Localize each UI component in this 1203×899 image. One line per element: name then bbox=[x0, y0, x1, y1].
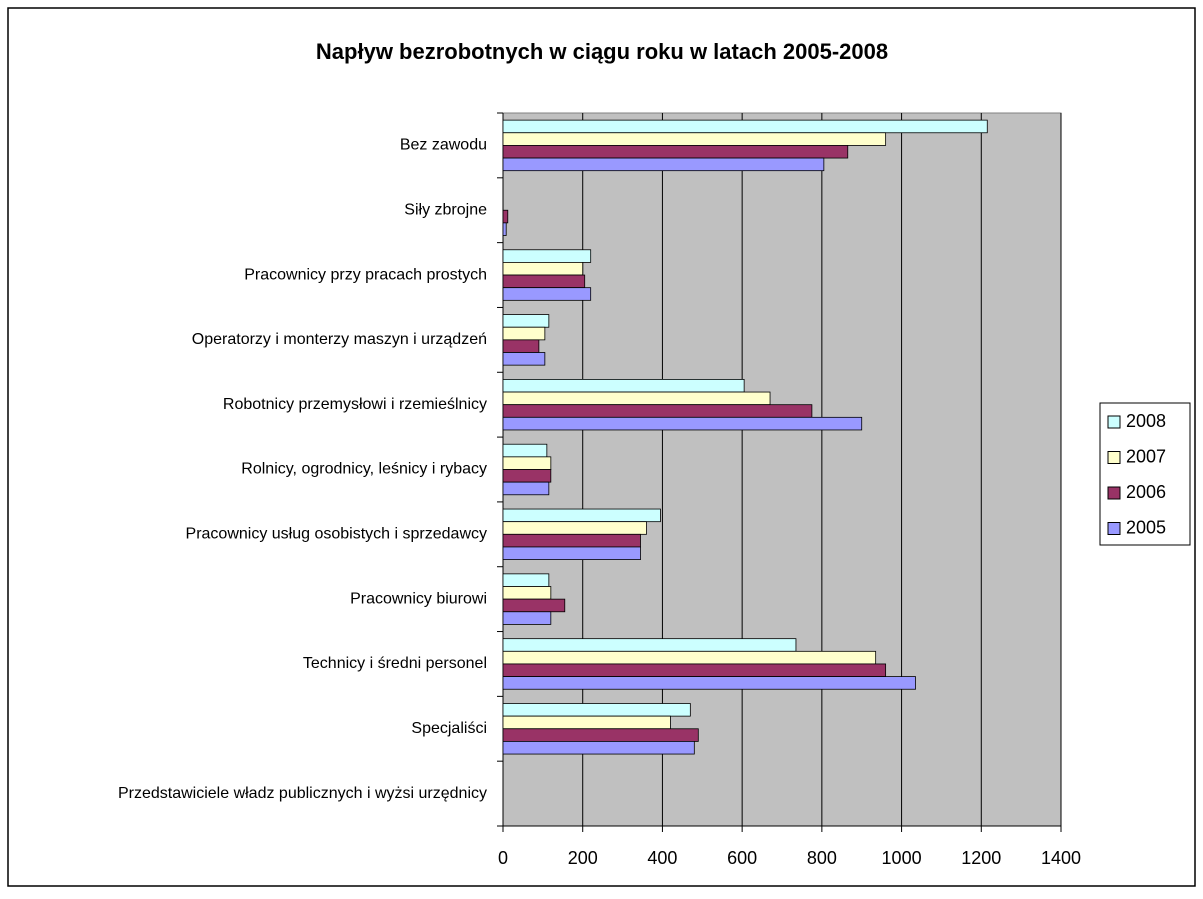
x-tick-label: 800 bbox=[807, 848, 837, 868]
x-tick-label: 400 bbox=[647, 848, 677, 868]
bar bbox=[502, 508, 661, 523]
bar bbox=[502, 249, 592, 263]
bar bbox=[502, 741, 695, 755]
y-tick-label: Bez zawodu bbox=[400, 137, 487, 154]
y-tick-label: Specjaliści bbox=[411, 720, 487, 737]
legend-label: 2005 bbox=[1126, 517, 1166, 537]
bar bbox=[502, 157, 825, 172]
y-tick-label: Robotnicy przemysłowi i rzemieślnicy bbox=[223, 396, 487, 413]
x-tick-label: 1400 bbox=[1041, 848, 1081, 868]
bar bbox=[502, 676, 916, 690]
bar bbox=[502, 274, 586, 289]
bar bbox=[502, 521, 647, 535]
bar bbox=[502, 728, 699, 742]
bar bbox=[502, 326, 546, 341]
bar bbox=[502, 145, 849, 159]
bar bbox=[502, 262, 584, 276]
legend-swatch bbox=[1107, 415, 1121, 429]
bar bbox=[502, 650, 877, 665]
bar bbox=[502, 132, 887, 146]
legend-label: 2007 bbox=[1126, 446, 1166, 466]
bar bbox=[502, 287, 592, 301]
bar bbox=[502, 352, 546, 366]
y-tick-label: Rolnicy, ogrodnicy, leśnicy i rybacy bbox=[241, 461, 487, 478]
bar bbox=[502, 533, 641, 548]
legend-swatch bbox=[1107, 522, 1121, 535]
x-tick-label: 200 bbox=[568, 848, 598, 868]
bar bbox=[502, 209, 509, 224]
bar bbox=[502, 638, 797, 652]
bar bbox=[502, 586, 552, 600]
chart-title: Napływ bezrobotnych w ciągu roku w latac… bbox=[316, 39, 888, 64]
bar bbox=[502, 314, 550, 328]
legend-swatch bbox=[1107, 486, 1121, 500]
bar bbox=[502, 391, 771, 406]
bar bbox=[502, 715, 671, 730]
y-tick-label: Technicy i średni personel bbox=[303, 655, 487, 672]
legend-label: 2006 bbox=[1126, 482, 1166, 502]
bar bbox=[502, 469, 552, 483]
x-tick-label: 1000 bbox=[882, 848, 922, 868]
x-tick-label: 600 bbox=[727, 848, 757, 868]
x-tick-label: 0 bbox=[498, 848, 508, 868]
bar bbox=[502, 379, 745, 393]
legend-label: 2008 bbox=[1126, 411, 1166, 431]
bar bbox=[502, 222, 507, 236]
bar bbox=[502, 481, 550, 496]
legend-swatch bbox=[1107, 451, 1121, 464]
y-tick-label: Operatorzy i monterzy maszyn i urządzeń bbox=[192, 331, 487, 348]
bar bbox=[502, 416, 863, 431]
bar bbox=[502, 663, 887, 677]
y-tick-label: Przedstawiciele władz publicznych i wyżs… bbox=[118, 785, 487, 802]
bar bbox=[502, 703, 691, 717]
bar bbox=[502, 546, 641, 560]
bar bbox=[502, 598, 566, 613]
y-tick-label: Pracownicy przy pracach prostych bbox=[244, 266, 487, 283]
y-tick-label: Pracownicy biurowi bbox=[350, 590, 487, 607]
bar bbox=[502, 119, 988, 134]
x-tick-label: 1200 bbox=[961, 848, 1001, 868]
bar bbox=[502, 404, 813, 418]
bar bbox=[502, 339, 540, 353]
bar bbox=[502, 456, 552, 470]
bar bbox=[502, 443, 548, 458]
y-tick-label: Siły zbrojne bbox=[404, 201, 487, 218]
bar bbox=[502, 573, 550, 587]
y-tick-label: Pracownicy usług osobistych i sprzedawcy bbox=[186, 526, 487, 543]
bar bbox=[502, 611, 552, 625]
